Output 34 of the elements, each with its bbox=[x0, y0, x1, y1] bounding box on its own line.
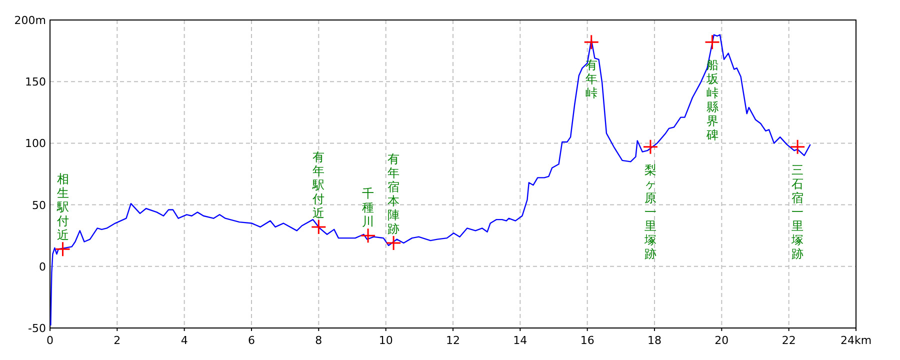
x-tick-label: 22 bbox=[782, 334, 796, 347]
annotation: 有年宿本陣跡 bbox=[388, 152, 400, 236]
point bbox=[790, 139, 806, 155]
x-tick-label: 20 bbox=[714, 334, 729, 347]
annotation: 千種川 bbox=[362, 186, 374, 229]
point bbox=[386, 235, 402, 251]
annotation: 有年駅付近 bbox=[312, 150, 325, 220]
point bbox=[704, 34, 720, 50]
y-tick-label: 50 bbox=[32, 198, 46, 212]
x-tick-label: 18 bbox=[648, 334, 662, 347]
annotation: 三石宿一里塚跡 bbox=[790, 162, 804, 261]
x-tick-label: 10 bbox=[378, 334, 393, 347]
y-tick-label: 200m bbox=[14, 14, 46, 27]
x-tick-label: 12 bbox=[446, 334, 460, 347]
x-tick-label: 8 bbox=[315, 334, 322, 347]
point bbox=[642, 139, 658, 155]
point bbox=[584, 34, 600, 50]
point bbox=[360, 228, 376, 244]
point bbox=[55, 241, 71, 257]
y-tick-label: 0 bbox=[39, 260, 46, 274]
x-tick-label: 2 bbox=[114, 334, 121, 347]
x-tick-label: 6 bbox=[248, 334, 255, 347]
annotation: 相生駅付近 bbox=[56, 172, 69, 242]
x-tick-label: 14 bbox=[513, 334, 528, 347]
y-tick-label: -50 bbox=[28, 322, 46, 335]
x-tick-label: 24km bbox=[840, 334, 872, 347]
x-tick-label: 4 bbox=[180, 334, 188, 347]
point bbox=[310, 219, 326, 235]
y-tick-label: 150 bbox=[25, 76, 46, 89]
x-tick-label: 16 bbox=[580, 334, 594, 347]
y-tick-label: 100 bbox=[25, 137, 46, 150]
annotation: 梨ヶ原一里塚跡 bbox=[643, 162, 656, 261]
annotation: 有年峠 bbox=[585, 58, 598, 100]
line-series bbox=[50, 34, 811, 326]
